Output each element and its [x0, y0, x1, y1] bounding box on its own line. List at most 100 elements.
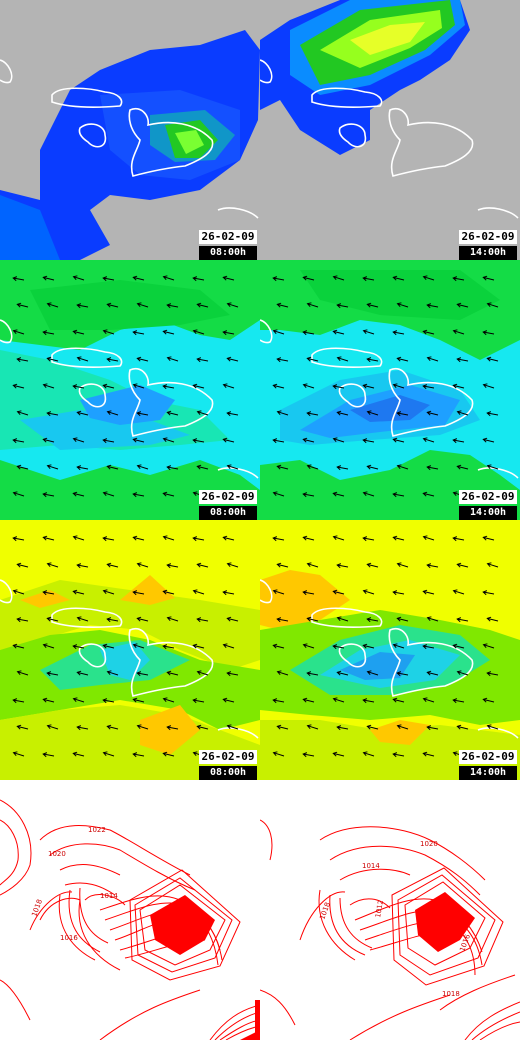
wind-arrow-icon: [306, 724, 319, 730]
wind-arrow-icon: [452, 276, 465, 282]
isobar-label: 1022: [88, 826, 106, 834]
wind-arrow-icon: [42, 535, 55, 541]
wind-arrow-icon: [102, 329, 115, 335]
wind-arrow-icon: [426, 303, 439, 309]
timestamp-stamp: 26-02-09 14:00h: [459, 230, 517, 260]
wind-arrow-icon: [46, 616, 59, 622]
wind-arrow-icon: [42, 275, 55, 281]
wind-arrow-icon: [226, 356, 239, 362]
wind-arrow-icon: [166, 616, 179, 622]
wind-arrow-icon: [422, 644, 435, 650]
wind-arrow-icon: [162, 275, 175, 281]
precip-panel-1400[interactable]: 26-02-09 14:00h: [260, 0, 520, 260]
wind-arrow-icon: [366, 357, 379, 363]
wind-arrow-icon: [72, 437, 85, 443]
wind-arrow-icon: [336, 616, 349, 622]
wind-arrow-icon: [196, 562, 209, 568]
wind-arrow-icon: [12, 698, 25, 704]
wind-arrow-icon: [302, 535, 315, 541]
wind-arrow-icon: [192, 536, 205, 542]
wind-arrow-icon: [12, 491, 25, 497]
wind-arrow-icon: [332, 697, 345, 703]
wind-arrows: [12, 275, 239, 498]
wind-arrow-icon: [392, 330, 405, 336]
pressure-panel-0800[interactable]: 1022 1020 1014 1018 1016: [0, 780, 260, 1040]
wind-arrows: [272, 535, 499, 758]
wind-arrow-icon: [426, 616, 439, 622]
wind-arrow-icon: [362, 491, 375, 497]
isobar-label: 1014: [100, 892, 118, 900]
temp-panel-0800[interactable]: 26-02-09 08:00h: [0, 520, 260, 780]
wind-panel-0800[interactable]: 26-02-09 08:00h: [0, 260, 260, 520]
wind-arrow-icon: [46, 356, 59, 362]
wind-arrow-icon: [12, 536, 25, 542]
temp-map-0800: [0, 520, 260, 780]
wind-arrow-icon: [46, 562, 59, 568]
wind-arrow-icon: [362, 643, 375, 649]
wind-arrow-icon: [276, 562, 289, 568]
wind-arrow-icon: [456, 562, 469, 568]
wind-arrow-icon: [486, 356, 499, 362]
wind-arrow-icon: [106, 670, 119, 676]
wind-arrow-icon: [302, 752, 315, 758]
wind-arrow-icon: [336, 303, 349, 309]
wind-arrow-icon: [482, 535, 495, 541]
wind-arrow-icon: [272, 536, 285, 542]
wind-arrow-icon: [422, 535, 435, 541]
wind-arrow-icon: [76, 670, 89, 676]
wind-arrow-icon: [162, 535, 175, 541]
wind-arrow-icon: [392, 275, 405, 281]
wind-arrow-icon: [392, 492, 405, 498]
wind-arrow-icon: [42, 590, 55, 596]
wind-arrow-icon: [456, 410, 469, 416]
timestamp-stamp: 26-02-09 14:00h: [459, 490, 517, 520]
wind-arrow-icon: [306, 616, 319, 622]
wind-map-0800: [0, 260, 260, 520]
wind-arrow-icon: [392, 535, 405, 541]
wind-arrow-icon: [46, 302, 59, 308]
wind-arrow-icon: [162, 384, 175, 390]
wind-arrow-icon: [42, 383, 55, 389]
wind-arrow-icon: [306, 464, 319, 470]
wind-arrow-icon: [162, 751, 175, 757]
wind-arrow-icon: [226, 616, 239, 622]
wind-arrow-icon: [132, 590, 145, 596]
isobar-label: 1020: [48, 850, 66, 858]
wind-arrow-icon: [396, 356, 409, 362]
wind-arrow-icon: [132, 535, 145, 541]
wind-arrow-icon: [106, 464, 119, 470]
wind-arrow-icon: [166, 356, 179, 362]
wind-arrow-icon: [362, 751, 375, 757]
temp-panel-1400[interactable]: 26-02-09 14:00h: [260, 520, 520, 780]
isobar-label: 1016: [60, 934, 78, 942]
stamp-date: 26-02-09: [459, 750, 517, 764]
wind-arrow-icon: [422, 329, 435, 335]
wind-arrow-icon: [166, 670, 179, 676]
wind-panel-1400[interactable]: 26-02-09 14:00h: [260, 260, 520, 520]
wind-arrow-icon: [362, 276, 375, 282]
wind-arrow-icon: [482, 330, 495, 336]
wind-arrow-icon: [46, 671, 59, 677]
pressure-panel-1400[interactable]: 1020 1014 1018 1012 1016 1018: [260, 780, 520, 1040]
wind-arrow-icon: [196, 670, 209, 676]
wind-arrows: [12, 535, 239, 758]
wind-arrow-icon: [166, 725, 179, 731]
timestamp-stamp: 26-02-09 14:00h: [459, 750, 517, 780]
wind-arrow-icon: [222, 643, 235, 649]
wind-arrow-icon: [72, 535, 85, 541]
wind-arrow-icon: [166, 303, 179, 309]
wind-arrow-icon: [72, 697, 85, 703]
stamp-time: 08:00h: [199, 506, 257, 520]
wind-arrow-icon: [192, 329, 205, 335]
precip-panel-0800[interactable]: 26-02-09 08:00h: [0, 0, 260, 260]
wind-arrow-icon: [46, 464, 59, 470]
wind-arrow-icon: [136, 464, 149, 470]
wind-arrow-icon: [222, 535, 235, 541]
wind-arrow-icon: [366, 302, 379, 308]
wind-arrow-icon: [456, 670, 469, 676]
wind-arrow-icon: [486, 411, 499, 417]
wind-arrow-icon: [136, 724, 149, 730]
wind-arrow-icon: [302, 492, 315, 498]
wind-arrow-icon: [222, 330, 235, 336]
wind-arrow-icon: [16, 410, 29, 416]
